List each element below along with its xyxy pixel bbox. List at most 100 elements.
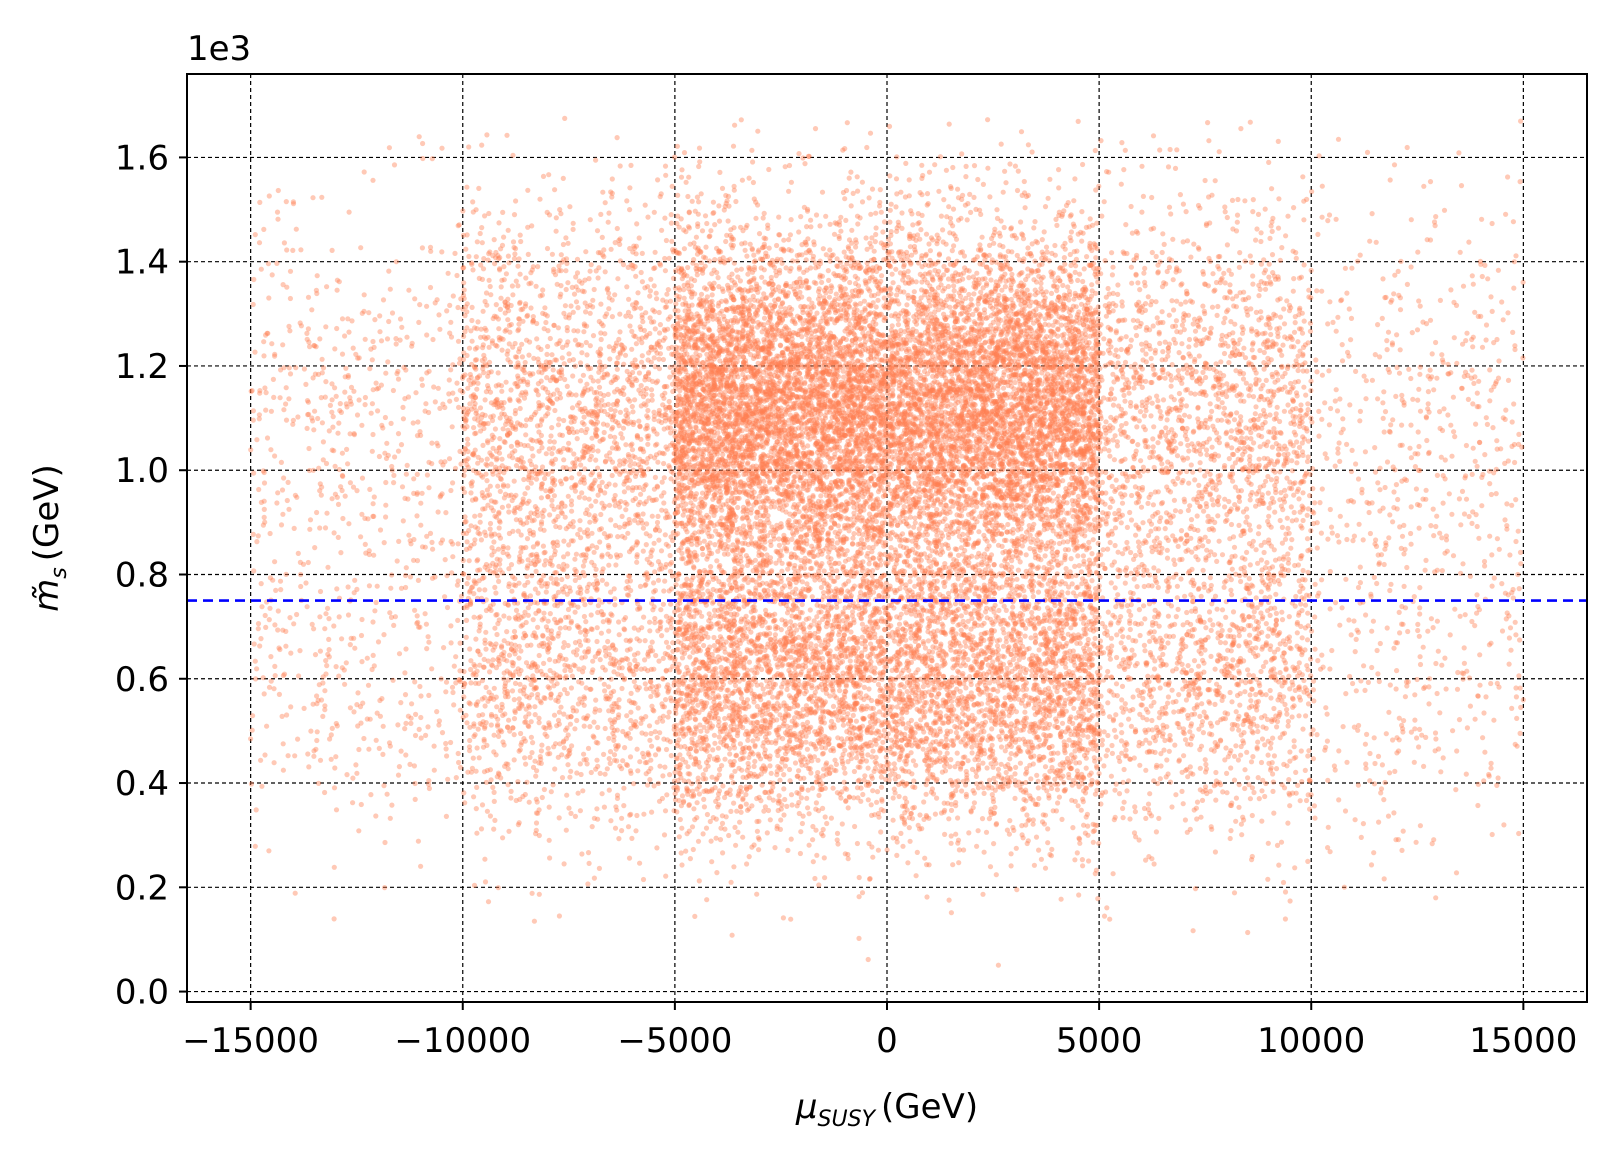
data-point — [905, 333, 911, 339]
scatter-points — [248, 115, 1526, 968]
data-point — [810, 373, 816, 380]
data-point — [820, 392, 827, 398]
data-point — [905, 470, 912, 476]
data-point — [1015, 168, 1021, 174]
data-point — [723, 458, 729, 464]
data-point — [694, 345, 700, 351]
data-point — [716, 218, 723, 224]
data-point — [840, 368, 846, 374]
data-point — [725, 282, 731, 288]
data-point — [1072, 290, 1078, 296]
data-point — [890, 387, 896, 393]
data-point — [775, 387, 781, 393]
data-point — [743, 422, 749, 428]
data-point — [730, 357, 736, 363]
data-point — [1066, 492, 1072, 498]
data-point — [854, 174, 860, 180]
data-point — [977, 242, 983, 248]
data-point — [901, 289, 907, 295]
data-point — [855, 221, 861, 227]
data-point — [788, 217, 794, 223]
data-point — [873, 225, 879, 231]
data-point — [1075, 277, 1081, 283]
data-point — [866, 463, 872, 469]
data-point — [731, 260, 737, 266]
data-point — [1035, 589, 1042, 595]
data-point — [1084, 356, 1091, 362]
data-point — [693, 424, 699, 430]
data-point — [849, 227, 855, 233]
data-point — [899, 210, 905, 216]
data-point — [973, 364, 979, 370]
data-point — [941, 322, 947, 328]
data-point — [923, 305, 929, 311]
data-point — [987, 194, 993, 200]
data-point — [971, 194, 977, 200]
data-point — [980, 353, 986, 359]
data-point — [759, 409, 765, 416]
data-point — [818, 493, 824, 499]
data-point — [748, 352, 754, 358]
data-point — [799, 442, 806, 448]
data-point — [815, 423, 821, 429]
data-point — [717, 358, 723, 364]
data-point — [940, 432, 946, 438]
data-point — [1083, 391, 1089, 397]
data-point — [779, 560, 785, 566]
data-point — [1092, 323, 1098, 329]
data-point — [1076, 309, 1082, 315]
data-point — [1019, 466, 1025, 472]
data-point — [924, 526, 930, 532]
data-point — [716, 300, 722, 306]
data-point — [850, 359, 856, 365]
data-point — [977, 261, 983, 267]
data-point — [1009, 469, 1015, 475]
data-point — [678, 174, 685, 180]
data-point — [891, 258, 898, 264]
data-point — [788, 361, 794, 367]
data-point — [679, 448, 685, 454]
data-point — [950, 412, 957, 418]
data-point — [897, 473, 903, 479]
data-point — [749, 524, 755, 530]
data-point — [965, 304, 971, 310]
data-point — [957, 479, 963, 485]
data-point — [828, 424, 834, 430]
data-point — [774, 242, 780, 249]
data-point — [1086, 506, 1092, 512]
data-point — [717, 169, 723, 175]
data-point — [942, 328, 949, 334]
data-point — [738, 266, 745, 272]
data-point — [702, 255, 709, 261]
data-point — [843, 217, 849, 223]
data-point — [697, 582, 703, 589]
data-point — [830, 252, 836, 258]
data-point — [1049, 387, 1055, 393]
data-point — [1068, 461, 1074, 467]
data-point — [868, 211, 874, 217]
data-point — [834, 256, 840, 262]
data-point — [912, 480, 918, 486]
data-point — [987, 329, 993, 335]
data-point — [847, 279, 853, 286]
data-point — [927, 303, 933, 309]
data-point — [968, 209, 974, 215]
data-point — [909, 252, 915, 258]
data-point — [955, 386, 962, 393]
data-point — [759, 274, 765, 280]
data-point — [1091, 561, 1097, 567]
data-point — [885, 384, 891, 390]
data-point — [762, 471, 768, 477]
data-point — [930, 373, 936, 379]
data-point — [806, 357, 812, 363]
data-point — [1040, 439, 1046, 445]
data-point — [898, 433, 905, 440]
data-point — [1025, 492, 1031, 498]
data-point — [776, 214, 782, 220]
data-point — [906, 177, 912, 183]
data-point — [853, 455, 859, 461]
data-point — [1068, 238, 1074, 244]
data-point — [1032, 258, 1038, 264]
data-point — [968, 296, 974, 302]
